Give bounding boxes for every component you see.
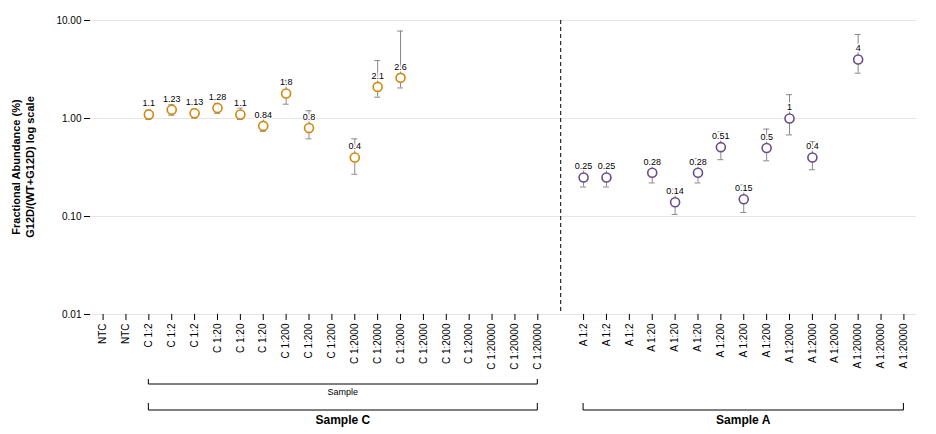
svg-text:C 1:200: C 1:200: [326, 323, 337, 358]
svg-text:C 1:200: C 1:200: [303, 323, 314, 358]
svg-text:C 1:2000: C 1:2000: [418, 323, 429, 364]
svg-text:A 1:2: A 1:2: [624, 323, 635, 346]
svg-text:A 1:2: A 1:2: [578, 323, 589, 346]
svg-text:0.25: 0.25: [598, 161, 616, 171]
svg-text:Sample: Sample: [328, 387, 359, 397]
svg-text:A 1:20: A 1:20: [669, 323, 680, 352]
svg-text:1.23: 1.23: [163, 94, 181, 104]
svg-text:C 1:200: C 1:200: [280, 323, 291, 358]
svg-text:A 1:200: A 1:200: [761, 323, 772, 357]
svg-text:A 1:20000: A 1:20000: [852, 323, 863, 368]
svg-text:0.01: 0.01: [62, 309, 82, 320]
svg-text:0.25: 0.25: [575, 161, 593, 171]
svg-text:C 1:2: C 1:2: [143, 323, 154, 347]
svg-text:C 1:20: C 1:20: [257, 323, 268, 353]
svg-text:0.28: 0.28: [643, 157, 661, 167]
svg-text:A 1:2000: A 1:2000: [784, 323, 795, 363]
svg-text:A 1:20000: A 1:20000: [875, 323, 886, 368]
svg-text:4: 4: [856, 43, 861, 53]
svg-text:C 1:20000: C 1:20000: [486, 323, 497, 370]
svg-text:C 1:2: C 1:2: [189, 323, 200, 347]
svg-text:C 1:2000: C 1:2000: [372, 323, 383, 364]
svg-text:C 1:20: C 1:20: [212, 323, 223, 353]
svg-text:C 1:20: C 1:20: [235, 323, 246, 353]
svg-text:1.28: 1.28: [209, 92, 227, 102]
svg-text:1.8: 1.8: [280, 77, 293, 87]
svg-text:Sample C: Sample C: [315, 413, 370, 427]
svg-text:C 1:2000: C 1:2000: [395, 323, 406, 364]
svg-text:C 1:2000: C 1:2000: [463, 323, 474, 364]
svg-text:2.1: 2.1: [371, 71, 384, 81]
svg-text:0.84: 0.84: [254, 110, 272, 120]
svg-text:A 1:20000: A 1:20000: [898, 323, 909, 368]
svg-text:Fractional Abundance (%)G12D/(: Fractional Abundance (%)G12D/(WT+G12D) l…: [10, 96, 36, 238]
svg-text:NTC: NTC: [97, 324, 108, 345]
svg-text:10.00: 10.00: [56, 15, 81, 26]
svg-text:1: 1: [787, 102, 792, 112]
svg-text:0.4: 0.4: [806, 141, 819, 151]
svg-text:2.6: 2.6: [394, 62, 407, 72]
svg-text:A 1:20: A 1:20: [692, 323, 703, 352]
svg-text:0.51: 0.51: [712, 131, 730, 141]
svg-text:0.15: 0.15: [735, 183, 753, 193]
svg-text:1.00: 1.00: [62, 113, 82, 124]
svg-text:Sample A: Sample A: [716, 413, 771, 427]
svg-text:1.13: 1.13: [186, 97, 204, 107]
svg-text:0.28: 0.28: [689, 157, 707, 167]
svg-text:A 1:2000: A 1:2000: [829, 323, 840, 363]
svg-text:C 1:2: C 1:2: [166, 323, 177, 347]
svg-text:NTC: NTC: [120, 324, 131, 345]
svg-text:1.1: 1.1: [234, 98, 247, 108]
svg-text:A 1:200: A 1:200: [715, 323, 726, 357]
svg-text:0.14: 0.14: [666, 186, 684, 196]
svg-text:C 1:20000: C 1:20000: [532, 323, 543, 370]
svg-text:C 1:2000: C 1:2000: [440, 323, 451, 364]
svg-text:A 1:20: A 1:20: [646, 323, 657, 352]
svg-text:C 1:2000: C 1:2000: [349, 323, 360, 364]
svg-text:A 1:2: A 1:2: [601, 323, 612, 346]
svg-text:C 1:20000: C 1:20000: [509, 323, 520, 370]
svg-text:A 1:200: A 1:200: [738, 323, 749, 357]
svg-text:0.10: 0.10: [62, 211, 82, 222]
svg-text:0.8: 0.8: [303, 112, 316, 122]
svg-text:0.4: 0.4: [349, 141, 362, 151]
svg-text:A 1:2000: A 1:2000: [807, 323, 818, 363]
svg-text:1.1: 1.1: [143, 98, 156, 108]
svg-text:0.5: 0.5: [760, 132, 773, 142]
